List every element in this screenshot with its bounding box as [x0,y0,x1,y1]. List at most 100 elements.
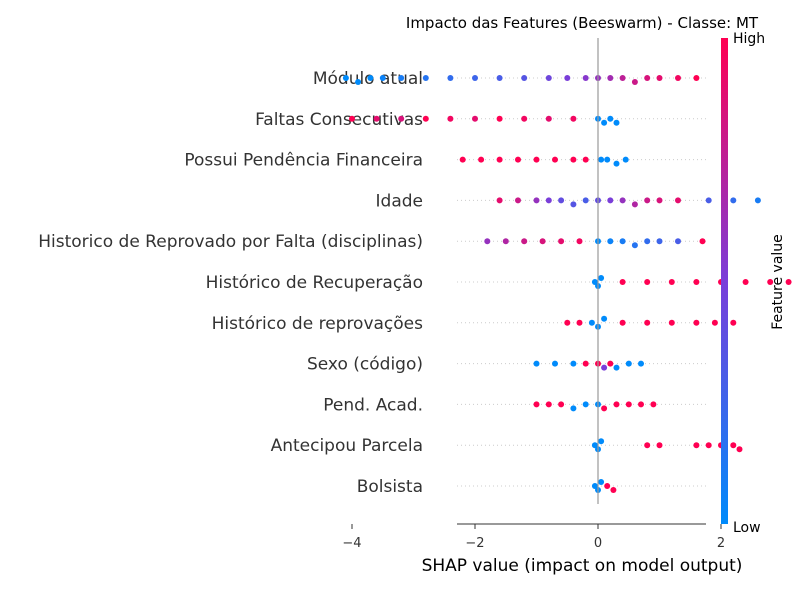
shap-point [496,115,503,122]
x-tick-label: 0 [594,536,602,551]
shap-point [705,197,712,204]
shap-point [582,75,589,81]
feature-label: Antecipou Parcela [271,436,423,456]
shap-point [601,119,608,126]
shap-point [582,360,589,367]
shap-point [447,115,454,122]
shap-point [607,115,614,122]
shap-point [604,156,611,163]
shap-point [736,446,743,453]
shap-point [533,401,540,408]
shap-point [598,275,605,281]
shap-point [730,319,737,326]
shap-point [742,279,749,285]
shap-point [638,401,644,408]
shap-point [422,115,429,122]
shap-point [533,360,540,367]
feature-label: Possui Pendência Financeira [184,151,423,171]
shap-point [613,119,620,126]
shap-point [607,75,614,81]
shap-point [582,197,589,204]
shap-point [622,156,629,163]
shap-point [613,364,620,371]
shap-point [668,319,675,326]
shap-point [447,75,454,81]
shap-point [564,319,571,326]
shap-point [570,360,577,367]
shap-point [699,238,706,245]
colorbar-low-label: Low [733,520,761,536]
shap-point [459,156,466,163]
shap-point [533,156,540,163]
colorbar [721,38,728,524]
shap-point [545,197,552,204]
feature-label: Histórico de Recuperação [206,273,423,293]
shap-point [644,279,651,285]
shap-point [576,319,583,326]
shap-point [619,319,626,326]
shap-point [675,197,681,204]
shap-point [693,279,700,285]
shap-point [552,360,558,367]
shap-point [558,238,565,245]
shap-point [656,238,663,245]
shap-point [650,401,657,408]
shap-point [398,115,405,122]
shap-point [598,156,605,163]
shap-point [472,115,478,122]
shap-point [349,115,355,122]
shap-point [570,405,577,412]
shap-point [705,442,712,449]
shap-point [619,197,626,204]
shap-point [398,75,405,81]
shap-point [601,315,608,322]
shap-point [631,201,638,208]
shap-point [767,279,774,285]
shap-point [472,75,478,81]
shap-point [355,79,362,85]
shap-point [496,156,503,163]
shap-point [478,156,485,163]
shap-point [656,442,663,449]
shap-point [601,364,608,371]
shap-point [693,442,700,449]
shap-point [539,238,546,245]
shap-point [693,75,700,81]
shap-point [422,75,429,81]
feature-label: Sexo (código) [307,355,423,375]
shap-point [496,197,503,204]
shap-point [607,360,614,367]
shap-point [552,156,558,163]
feature-label: Histórico de reprovações [212,314,424,334]
shap-point [545,75,552,81]
shap-point [515,156,521,163]
chart-title: Impacto das Features (Beeswarm) - Classe… [406,14,759,32]
shap-point [644,75,651,81]
shap-point [533,197,540,204]
shap-point [785,279,792,285]
shap-point [613,401,620,408]
shap-point [625,360,632,367]
shap-point [644,197,651,204]
shap-point [521,75,528,81]
feature-label: Historico de Reprovado por Falta (discip… [38,232,423,252]
shap-point [631,242,638,249]
shap-point [564,75,571,81]
shap-point [619,75,626,81]
shap-point [604,483,611,489]
shap-point [638,360,644,367]
x-axis-label: SHAP value (impact on model output) [422,556,743,576]
shap-point [582,156,589,163]
shap-point [570,156,577,163]
shap-point [545,115,552,122]
shap-point [588,319,595,326]
colorbar-title: Feature value [770,234,786,330]
shap-point [570,201,577,208]
shap-point [601,405,608,412]
shap-point [644,319,651,326]
feature-label: Pend. Acad. [323,395,423,415]
x-tick-label: −4 [342,536,361,551]
shap-point [515,197,521,204]
feature-label: Faltas Consecutivas [255,110,423,130]
